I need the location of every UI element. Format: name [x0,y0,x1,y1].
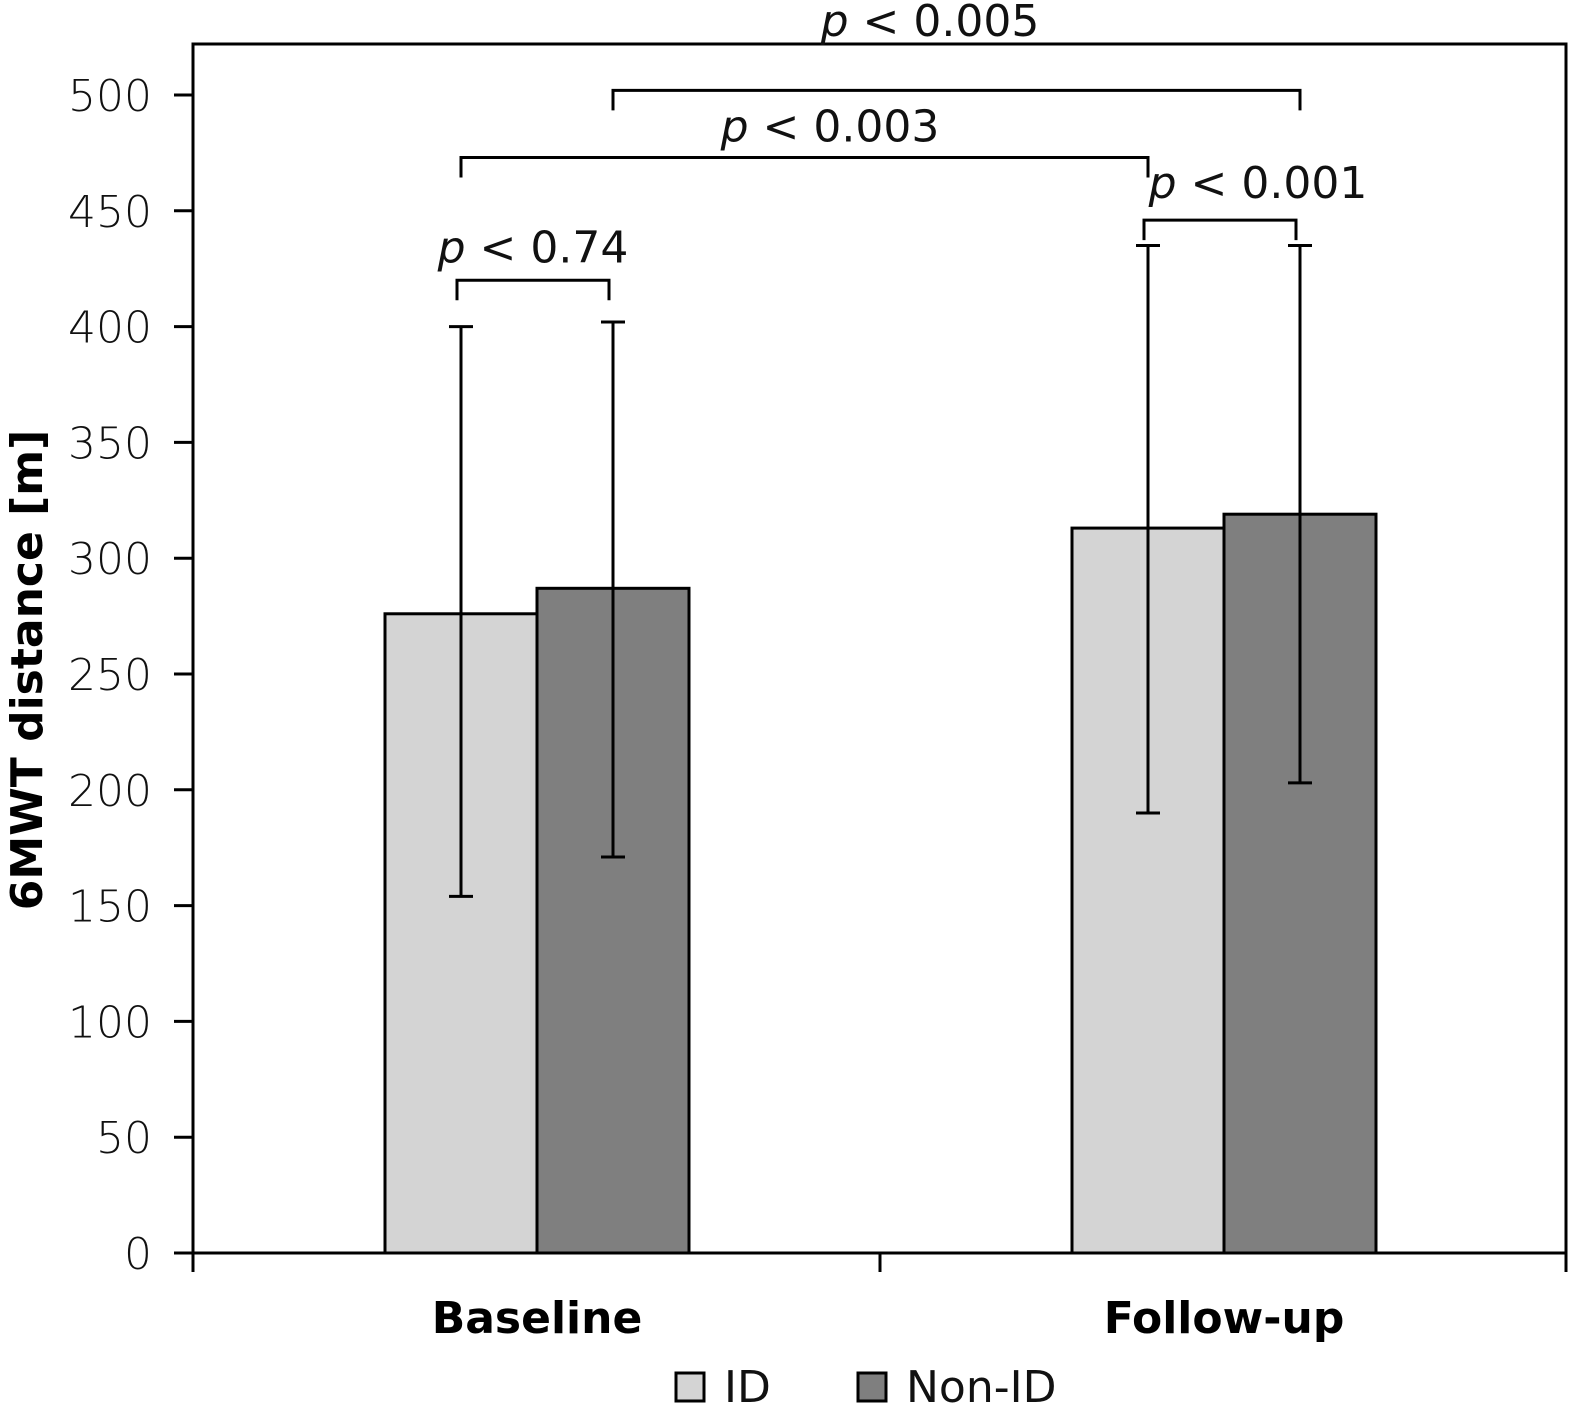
p-value: < 0.74 [466,222,629,273]
y-tick-label: 150 [68,882,152,933]
p-symbol: p [720,102,749,153]
p-value-label: p < 0.001 [1148,158,1368,209]
y-tick-label: 450 [68,187,152,238]
p-value-label: p < 0.005 [820,0,1040,47]
p-value-label: p < 0.003 [720,102,940,153]
y-tick-label: 200 [68,766,152,817]
significance-bracket [455,278,611,301]
legend-label: Non-ID [906,1362,1056,1409]
significance-bracket [611,88,1302,111]
significance-bracket [1142,218,1298,241]
y-axis-label: 6MWT distance [m] [2,430,53,910]
y-tick-label: 350 [68,418,152,469]
p-symbol: p [437,222,466,273]
legend: ID Non-ID [674,1362,1056,1409]
y-tick-label: 50 [96,1113,152,1164]
axes: 0 50 100 150 200 250 300 350 400 450 500 6MWT dista… [2,42,1568,1344]
p-value: < 0.001 [1177,158,1368,209]
p-symbol: p [820,0,849,47]
y-tick-label: 250 [68,650,152,701]
p-value-label: p < 0.74 [437,222,629,273]
p-value: < 0.003 [749,102,940,153]
p-symbol: p [1148,158,1177,209]
x-category-label: Follow-up [1104,1293,1345,1344]
error-bars [449,244,1312,898]
significance-bracket [459,156,1150,178]
y-tick-label: 0 [124,1229,152,1280]
y-tick-label: 100 [68,997,152,1048]
y-tick-label: 400 [68,303,152,354]
legend-swatch-non-id [856,1371,888,1403]
bars [383,512,1378,1255]
legend-label: ID [724,1362,771,1409]
p-value: < 0.005 [849,0,1040,47]
y-tick-label: 300 [68,534,152,585]
legend-swatch-id [674,1371,706,1403]
x-category-label: Baseline [432,1293,643,1344]
y-tick-label: 500 [68,71,152,122]
